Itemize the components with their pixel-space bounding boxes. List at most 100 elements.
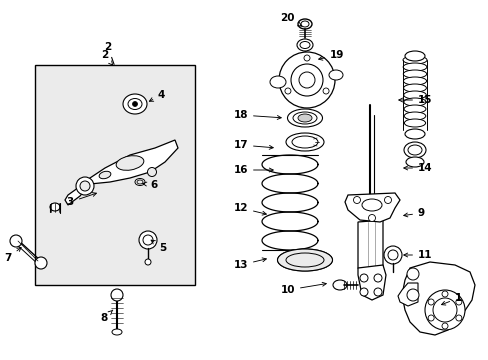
Polygon shape: [397, 283, 417, 306]
Circle shape: [279, 52, 334, 108]
Ellipse shape: [287, 109, 322, 127]
Text: 2: 2: [101, 50, 112, 65]
Ellipse shape: [269, 76, 285, 88]
Text: 13: 13: [233, 258, 266, 270]
Circle shape: [384, 197, 391, 203]
Circle shape: [35, 257, 47, 269]
Circle shape: [147, 167, 156, 176]
Text: 15: 15: [398, 95, 431, 105]
Circle shape: [373, 288, 381, 296]
Polygon shape: [357, 220, 382, 274]
Circle shape: [132, 102, 137, 107]
Circle shape: [304, 55, 309, 61]
Text: 2: 2: [104, 42, 114, 64]
Bar: [35, 65, 195, 285]
Ellipse shape: [403, 70, 426, 78]
Text: 11: 11: [403, 250, 431, 260]
Circle shape: [80, 181, 90, 191]
Circle shape: [427, 299, 433, 305]
Circle shape: [76, 177, 94, 195]
Circle shape: [373, 274, 381, 282]
Text: 4: 4: [149, 90, 165, 101]
Text: 8: 8: [101, 310, 113, 323]
Ellipse shape: [116, 156, 143, 170]
Ellipse shape: [99, 171, 111, 179]
Ellipse shape: [50, 203, 60, 211]
Text: 9: 9: [403, 208, 424, 218]
Ellipse shape: [403, 98, 425, 106]
Circle shape: [285, 88, 290, 94]
Circle shape: [111, 289, 123, 301]
Circle shape: [441, 291, 447, 297]
Ellipse shape: [404, 112, 425, 120]
Ellipse shape: [301, 21, 308, 27]
Ellipse shape: [112, 329, 122, 335]
Polygon shape: [401, 262, 474, 335]
Ellipse shape: [128, 99, 142, 109]
Ellipse shape: [404, 119, 425, 127]
Circle shape: [139, 231, 157, 249]
Circle shape: [455, 315, 461, 321]
Text: 16: 16: [233, 165, 273, 175]
Ellipse shape: [403, 142, 425, 158]
Ellipse shape: [285, 133, 324, 151]
Ellipse shape: [404, 129, 424, 139]
Ellipse shape: [332, 280, 346, 290]
Ellipse shape: [297, 19, 311, 29]
Ellipse shape: [407, 145, 421, 155]
Text: 1: 1: [441, 293, 461, 305]
Text: 18: 18: [233, 110, 281, 120]
Circle shape: [406, 289, 418, 301]
Circle shape: [353, 197, 360, 203]
Ellipse shape: [403, 105, 425, 113]
Circle shape: [290, 64, 323, 96]
Circle shape: [10, 235, 22, 247]
Ellipse shape: [123, 94, 147, 114]
Circle shape: [441, 323, 447, 329]
Ellipse shape: [285, 252, 325, 267]
Circle shape: [145, 259, 151, 265]
Ellipse shape: [137, 180, 142, 184]
Circle shape: [424, 290, 464, 330]
Ellipse shape: [297, 114, 311, 122]
Text: 7: 7: [4, 247, 21, 263]
Ellipse shape: [405, 157, 423, 167]
Ellipse shape: [277, 249, 332, 271]
Ellipse shape: [361, 199, 381, 211]
Circle shape: [298, 72, 314, 88]
Ellipse shape: [328, 70, 342, 80]
Ellipse shape: [135, 179, 145, 185]
Ellipse shape: [404, 51, 424, 61]
Text: 10: 10: [280, 282, 325, 295]
Circle shape: [383, 246, 401, 264]
Polygon shape: [345, 193, 399, 222]
Circle shape: [427, 315, 433, 321]
Polygon shape: [357, 265, 385, 300]
Ellipse shape: [403, 84, 426, 92]
Circle shape: [359, 288, 367, 296]
Circle shape: [359, 274, 367, 282]
Ellipse shape: [277, 249, 332, 271]
Ellipse shape: [292, 112, 316, 124]
Text: 3: 3: [67, 193, 96, 207]
Text: 17: 17: [233, 140, 273, 150]
Text: 12: 12: [233, 203, 266, 215]
Circle shape: [432, 298, 456, 322]
Ellipse shape: [299, 41, 309, 49]
Circle shape: [387, 250, 397, 260]
Circle shape: [368, 215, 375, 221]
Circle shape: [406, 268, 418, 280]
Ellipse shape: [291, 136, 317, 148]
Polygon shape: [65, 140, 178, 205]
Circle shape: [142, 235, 153, 245]
Text: 5: 5: [151, 240, 166, 253]
Circle shape: [323, 88, 328, 94]
Ellipse shape: [402, 63, 426, 71]
Ellipse shape: [296, 39, 312, 51]
Text: 14: 14: [403, 163, 432, 173]
Text: 20: 20: [280, 13, 301, 26]
Circle shape: [455, 299, 461, 305]
Text: 6: 6: [142, 180, 157, 190]
Ellipse shape: [403, 77, 426, 85]
Ellipse shape: [403, 91, 426, 99]
